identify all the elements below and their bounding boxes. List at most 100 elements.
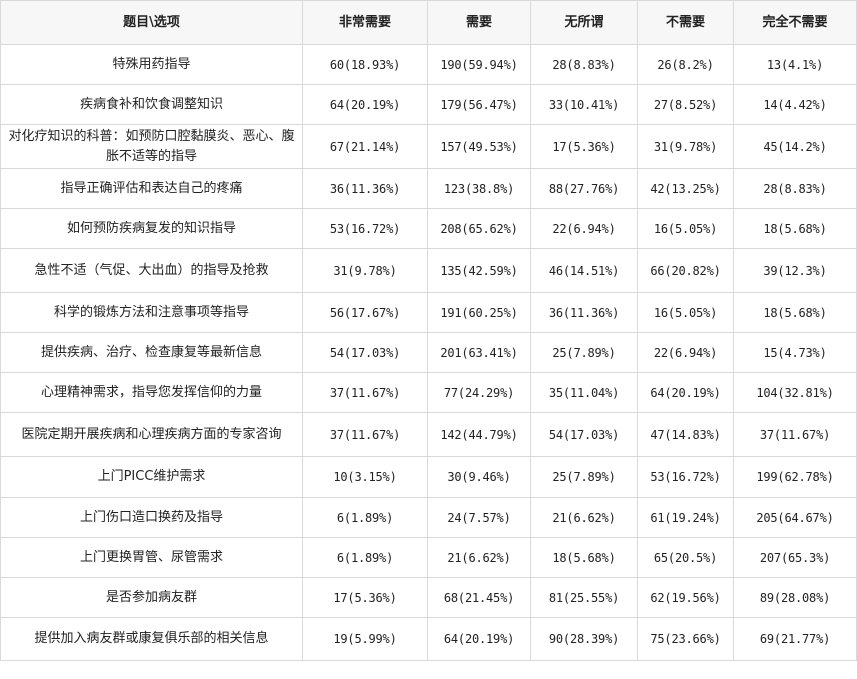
value-cell: 27(8.52%) <box>637 84 734 125</box>
value-cell: 14(4.42%) <box>733 84 857 125</box>
value-cell: 61(19.24%) <box>637 497 734 538</box>
value-cell: 68(21.45%) <box>427 577 531 618</box>
question-cell: 医院定期开展疾病和心理疾病方面的专家咨询 <box>0 412 303 457</box>
value-cell: 22(6.94%) <box>530 208 638 249</box>
question-cell: 疾病食补和饮食调整知识 <box>0 84 303 125</box>
table-row: 指导正确评估和表达自己的疼痛 36(11.36%) 123(38.8%) 88(… <box>0 168 857 209</box>
value-cell: 25(7.89%) <box>530 456 638 498</box>
value-cell: 36(11.36%) <box>530 292 638 333</box>
header-needed: 需要 <box>427 0 531 45</box>
value-cell: 199(62.78%) <box>733 456 857 498</box>
value-cell: 89(28.08%) <box>733 577 857 618</box>
value-cell: 64(20.19%) <box>637 372 734 413</box>
value-cell: 53(16.72%) <box>637 456 734 498</box>
value-cell: 19(5.99%) <box>302 617 428 661</box>
question-cell: 心理精神需求，指导您发挥信仰的力量 <box>0 372 303 413</box>
question-cell: 急性不适（气促、大出血）的指导及抢救 <box>0 248 303 293</box>
value-cell: 123(38.8%) <box>427 168 531 209</box>
value-cell: 64(20.19%) <box>427 617 531 661</box>
table-row: 心理精神需求，指导您发挥信仰的力量 37(11.67%) 77(24.29%) … <box>0 372 857 413</box>
value-cell: 90(28.39%) <box>530 617 638 661</box>
value-cell: 81(25.55%) <box>530 577 638 618</box>
value-cell: 56(17.67%) <box>302 292 428 333</box>
value-cell: 16(5.05%) <box>637 292 734 333</box>
header-row: 题目\选项 非常需要 需要 无所谓 不需要 完全不需要 <box>0 0 857 45</box>
value-cell: 201(63.41%) <box>427 332 531 373</box>
value-cell: 18(5.68%) <box>733 208 857 249</box>
table-row: 科学的锻炼方法和注意事项等指导 56(17.67%) 191(60.25%) 3… <box>0 292 857 333</box>
value-cell: 31(9.78%) <box>302 248 428 293</box>
value-cell: 6(1.89%) <box>302 497 428 538</box>
value-cell: 37(11.67%) <box>733 412 857 457</box>
header-question: 题目\选项 <box>0 0 303 45</box>
value-cell: 39(12.3%) <box>733 248 857 293</box>
table-row: 上门更换胃管、尿管需求 6(1.89%) 21(6.62%) 18(5.68%)… <box>0 537 857 578</box>
value-cell: 65(20.5%) <box>637 537 734 578</box>
value-cell: 88(27.76%) <box>530 168 638 209</box>
value-cell: 157(49.53%) <box>427 124 531 169</box>
value-cell: 17(5.36%) <box>302 577 428 618</box>
value-cell: 18(5.68%) <box>530 537 638 578</box>
header-not-needed: 不需要 <box>637 0 734 45</box>
table-row: 上门伤口造口换药及指导 6(1.89%) 24(7.57%) 21(6.62%)… <box>0 497 857 538</box>
value-cell: 208(65.62%) <box>427 208 531 249</box>
value-cell: 28(8.83%) <box>530 44 638 85</box>
header-not-needed-at-all: 完全不需要 <box>733 0 857 45</box>
value-cell: 42(13.25%) <box>637 168 734 209</box>
value-cell: 37(11.67%) <box>302 412 428 457</box>
table-row: 上门PICC维护需求 10(3.15%) 30(9.46%) 25(7.89%)… <box>0 456 857 498</box>
question-cell: 提供疾病、治疗、检查康复等最新信息 <box>0 332 303 373</box>
question-cell: 特殊用药指导 <box>0 44 303 85</box>
value-cell: 190(59.94%) <box>427 44 531 85</box>
table-row: 特殊用药指导 60(18.93%) 190(59.94%) 28(8.83%) … <box>0 44 857 85</box>
value-cell: 36(11.36%) <box>302 168 428 209</box>
table-row: 提供加入病友群或康复俱乐部的相关信息 19(5.99%) 64(20.19%) … <box>0 617 857 661</box>
value-cell: 45(14.2%) <box>733 124 857 169</box>
value-cell: 24(7.57%) <box>427 497 531 538</box>
question-cell: 指导正确评估和表达自己的疼痛 <box>0 168 303 209</box>
value-cell: 25(7.89%) <box>530 332 638 373</box>
question-cell: 科学的锻炼方法和注意事项等指导 <box>0 292 303 333</box>
value-cell: 179(56.47%) <box>427 84 531 125</box>
value-cell: 15(4.73%) <box>733 332 857 373</box>
question-cell: 提供加入病友群或康复俱乐部的相关信息 <box>0 617 303 661</box>
value-cell: 21(6.62%) <box>530 497 638 538</box>
header-indifferent: 无所谓 <box>530 0 638 45</box>
value-cell: 16(5.05%) <box>637 208 734 249</box>
question-cell: 上门更换胃管、尿管需求 <box>0 537 303 578</box>
value-cell: 21(6.62%) <box>427 537 531 578</box>
value-cell: 22(6.94%) <box>637 332 734 373</box>
value-cell: 46(14.51%) <box>530 248 638 293</box>
value-cell: 28(8.83%) <box>733 168 857 209</box>
value-cell: 62(19.56%) <box>637 577 734 618</box>
question-cell: 上门伤口造口换药及指导 <box>0 497 303 538</box>
table-row: 急性不适（气促、大出血）的指导及抢救 31(9.78%) 135(42.59%)… <box>0 248 857 293</box>
value-cell: 17(5.36%) <box>530 124 638 169</box>
table-row: 医院定期开展疾病和心理疾病方面的专家咨询 37(11.67%) 142(44.7… <box>0 412 857 457</box>
value-cell: 37(11.67%) <box>302 372 428 413</box>
table-row: 如何预防疾病复发的知识指导 53(16.72%) 208(65.62%) 22(… <box>0 208 857 249</box>
value-cell: 54(17.03%) <box>302 332 428 373</box>
value-cell: 10(3.15%) <box>302 456 428 498</box>
value-cell: 64(20.19%) <box>302 84 428 125</box>
question-cell: 上门PICC维护需求 <box>0 456 303 498</box>
value-cell: 31(9.78%) <box>637 124 734 169</box>
value-cell: 35(11.04%) <box>530 372 638 413</box>
header-very-needed: 非常需要 <box>302 0 428 45</box>
value-cell: 142(44.79%) <box>427 412 531 457</box>
value-cell: 60(18.93%) <box>302 44 428 85</box>
value-cell: 207(65.3%) <box>733 537 857 578</box>
value-cell: 69(21.77%) <box>733 617 857 661</box>
value-cell: 47(14.83%) <box>637 412 734 457</box>
value-cell: 6(1.89%) <box>302 537 428 578</box>
value-cell: 54(17.03%) <box>530 412 638 457</box>
value-cell: 67(21.14%) <box>302 124 428 169</box>
value-cell: 77(24.29%) <box>427 372 531 413</box>
question-cell: 是否参加病友群 <box>0 577 303 618</box>
value-cell: 104(32.81%) <box>733 372 857 413</box>
question-cell: 对化疗知识的科普：如预防口腔黏膜炎、恶心、腹胀不适等的指导 <box>0 124 303 169</box>
table-row: 对化疗知识的科普：如预防口腔黏膜炎、恶心、腹胀不适等的指导 67(21.14%)… <box>0 124 857 169</box>
value-cell: 135(42.59%) <box>427 248 531 293</box>
value-cell: 205(64.67%) <box>733 497 857 538</box>
table-row: 疾病食补和饮食调整知识 64(20.19%) 179(56.47%) 33(10… <box>0 84 857 125</box>
